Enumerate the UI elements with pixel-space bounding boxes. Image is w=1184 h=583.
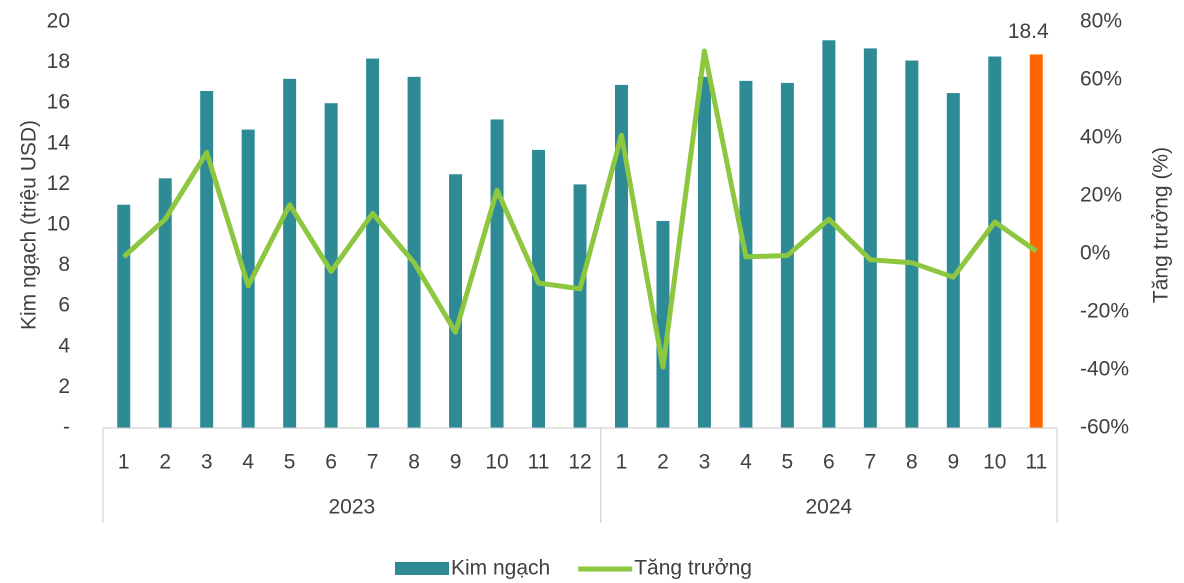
bar (863, 48, 877, 428)
y-tick-label: - (63, 416, 70, 439)
legend-swatch (395, 562, 449, 575)
bar (573, 184, 587, 428)
bar (449, 174, 463, 428)
y-tick-label: 6 (58, 294, 70, 317)
y-tick-label: 16 (47, 91, 70, 114)
x-tick-label: 9 (947, 451, 959, 474)
bar (614, 84, 628, 429)
bar (822, 40, 836, 429)
x-tick-label: 1 (118, 451, 130, 474)
x-tick-label: 4 (740, 451, 752, 474)
y2-tick-label: 40% (1080, 126, 1122, 149)
x-tick-label: 6 (823, 451, 835, 474)
y2-tick-label: 20% (1080, 184, 1122, 207)
group-label: 2023 (329, 496, 376, 519)
y2-tick-label: 0% (1080, 242, 1110, 265)
y-tick-label: 20 (47, 10, 70, 33)
x-tick-label: 6 (325, 451, 337, 474)
bar (117, 204, 131, 428)
bar (200, 91, 214, 429)
bar (366, 58, 380, 428)
bar (324, 103, 338, 428)
y2-tick-label: 60% (1080, 68, 1122, 91)
bar (1029, 54, 1043, 428)
bar (532, 149, 546, 428)
bar (490, 119, 504, 428)
legend-label: Kim ngạch (451, 557, 550, 580)
x-tick-label: 7 (367, 451, 379, 474)
data-label: 18.4 (1008, 20, 1049, 43)
x-tick-label: 12 (568, 451, 591, 474)
group-label: 2024 (806, 496, 853, 519)
line-series (122, 48, 1038, 370)
y-tick-label: 4 (58, 334, 70, 357)
y2-tick-label: -40% (1080, 358, 1129, 381)
x-tick-label: 2 (657, 451, 669, 474)
bar (697, 76, 711, 428)
x-tick-label: 7 (865, 451, 877, 474)
x-tick-label: 8 (906, 451, 918, 474)
x-tick-label: 11 (1025, 451, 1047, 474)
x-tick-label: 5 (284, 451, 296, 474)
y-axis-title: Kim ngạch (triệu USD) (18, 120, 41, 330)
y-tick-label: 2 (58, 375, 70, 398)
y-tick-label: 12 (47, 172, 70, 195)
x-tick-label: 10 (485, 451, 508, 474)
x-tick-label: 2 (159, 451, 171, 474)
x-tick-label: 10 (983, 451, 1006, 474)
x-tick-label: 9 (450, 451, 462, 474)
y2-tick-label: -60% (1080, 416, 1129, 439)
bar (283, 78, 297, 428)
x-tick-label: 1 (616, 451, 628, 474)
y-tick-label: 8 (58, 253, 70, 276)
y2-tick-label: -20% (1080, 300, 1129, 323)
x-tick-label: 3 (699, 451, 711, 474)
x-tick-label: 8 (408, 451, 420, 474)
x-tick-label: 4 (242, 451, 254, 474)
x-tick-label: 3 (201, 451, 213, 474)
y2-axis-title: Tăng trưởng (%) (1150, 147, 1173, 303)
y2-tick-label: 80% (1080, 10, 1122, 33)
legend-label: Tăng trưởng (634, 557, 752, 580)
bar (988, 56, 1002, 428)
bar (407, 76, 421, 428)
x-tick-label: 11 (528, 451, 550, 474)
bar (158, 178, 172, 428)
y-tick-label: 10 (47, 213, 70, 236)
y-tick-label: 14 (47, 131, 71, 154)
bar (946, 93, 960, 429)
x-tick-label: 5 (782, 451, 794, 474)
y-tick-label: 18 (47, 50, 70, 73)
bar (656, 220, 670, 428)
bar (905, 60, 919, 428)
